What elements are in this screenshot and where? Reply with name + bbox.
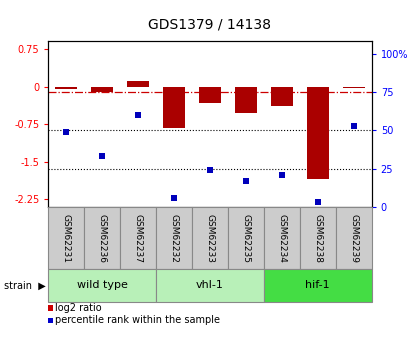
Bar bbox=[336, 207, 372, 269]
Point bbox=[171, 195, 177, 200]
Bar bbox=[300, 207, 336, 269]
Text: GSM62234: GSM62234 bbox=[277, 214, 286, 263]
Text: vhl-1: vhl-1 bbox=[196, 280, 224, 290]
Text: wild type: wild type bbox=[77, 280, 128, 290]
Bar bbox=[235, 87, 257, 113]
Point bbox=[243, 178, 249, 184]
Text: GSM62233: GSM62233 bbox=[205, 214, 215, 263]
Point bbox=[135, 112, 142, 118]
Text: log2 ratio: log2 ratio bbox=[55, 303, 102, 313]
Text: GSM62236: GSM62236 bbox=[98, 214, 107, 263]
Point bbox=[207, 167, 213, 173]
Bar bbox=[163, 87, 185, 128]
Bar bbox=[48, 207, 84, 269]
Bar bbox=[307, 87, 328, 179]
Bar bbox=[120, 207, 156, 269]
Bar bbox=[199, 87, 221, 102]
Text: GSM62239: GSM62239 bbox=[349, 214, 358, 263]
Bar bbox=[48, 269, 156, 302]
Text: GDS1379 / 14138: GDS1379 / 14138 bbox=[149, 17, 271, 31]
Bar bbox=[84, 207, 120, 269]
Bar bbox=[192, 207, 228, 269]
Point bbox=[278, 172, 285, 178]
Text: hif-1: hif-1 bbox=[305, 280, 330, 290]
Bar bbox=[271, 87, 293, 106]
Bar bbox=[228, 207, 264, 269]
Bar bbox=[127, 80, 149, 87]
Point bbox=[63, 129, 70, 135]
Text: GSM62235: GSM62235 bbox=[241, 214, 250, 263]
Text: GSM62232: GSM62232 bbox=[170, 214, 178, 263]
Bar bbox=[92, 87, 113, 91]
Text: GSM62237: GSM62237 bbox=[134, 214, 143, 263]
Text: GSM62238: GSM62238 bbox=[313, 214, 322, 263]
Bar bbox=[264, 269, 372, 302]
Point bbox=[315, 200, 321, 205]
Text: GSM62231: GSM62231 bbox=[62, 214, 71, 263]
Bar bbox=[343, 87, 365, 88]
Text: strain  ▶: strain ▶ bbox=[4, 280, 46, 290]
Point bbox=[99, 154, 105, 159]
Bar bbox=[156, 269, 264, 302]
Bar bbox=[55, 87, 77, 89]
Bar bbox=[156, 207, 192, 269]
Text: percentile rank within the sample: percentile rank within the sample bbox=[55, 315, 220, 325]
Point bbox=[350, 123, 357, 128]
Bar bbox=[264, 207, 300, 269]
